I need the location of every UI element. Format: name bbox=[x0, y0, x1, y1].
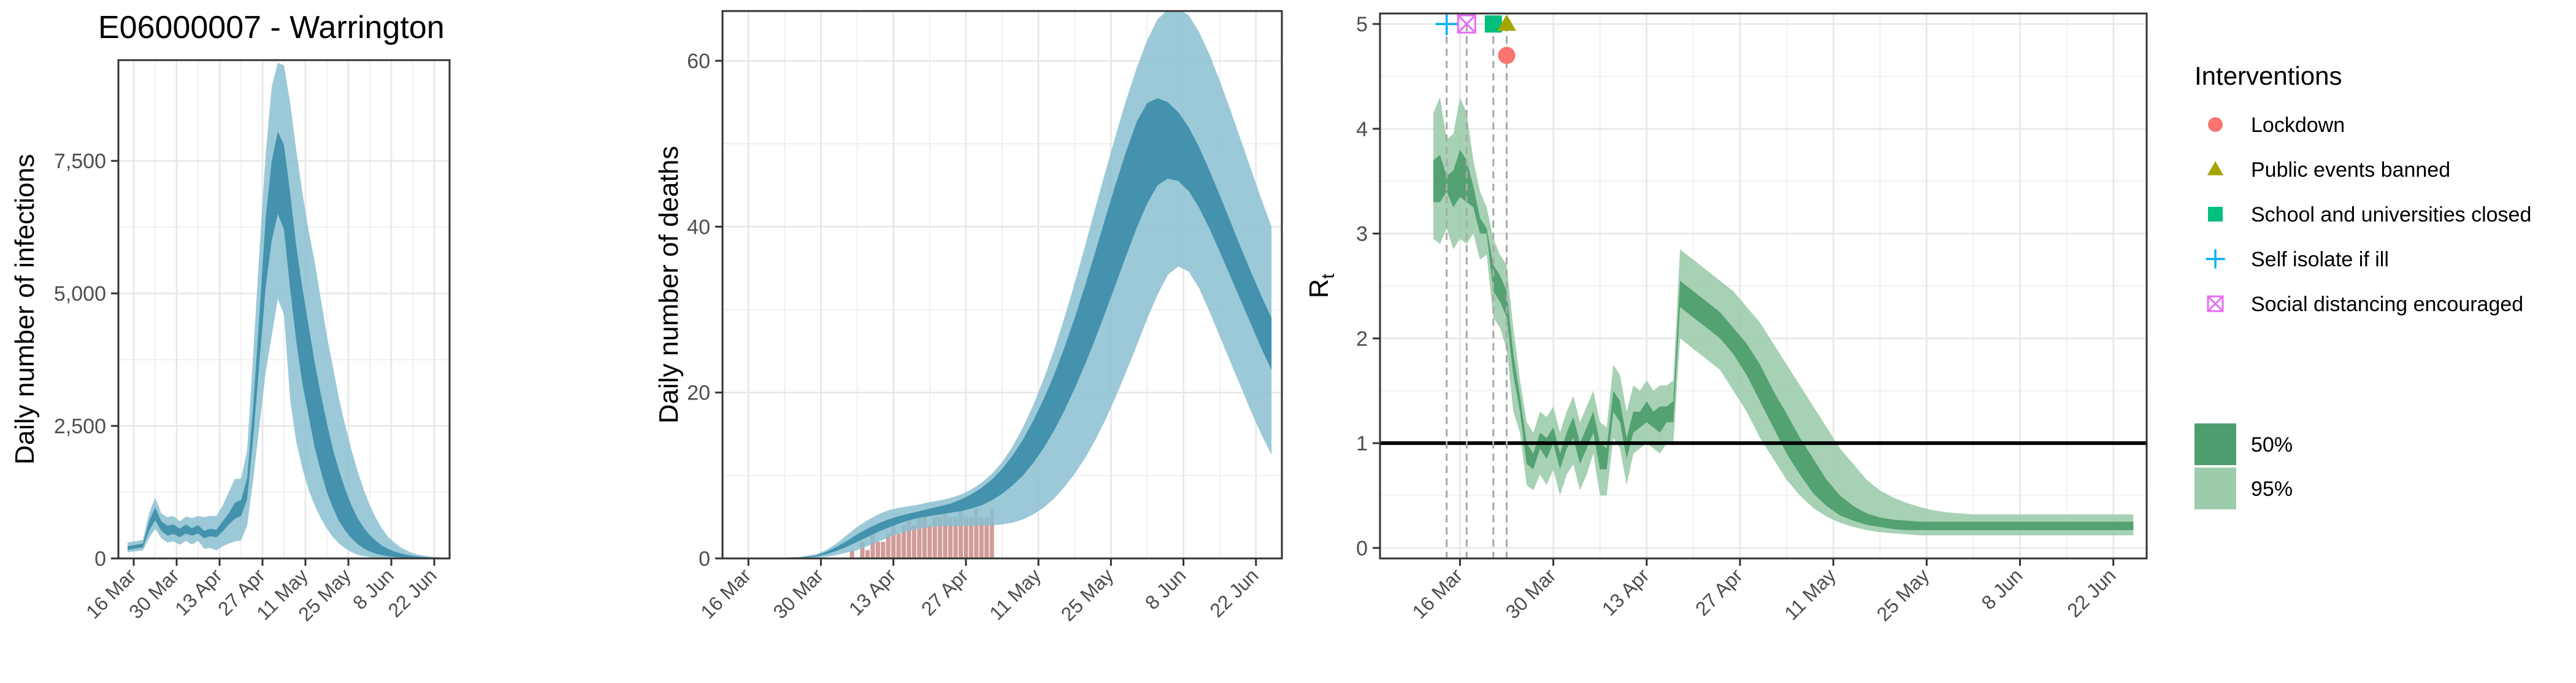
x-tick-label: 16 Mar bbox=[1408, 564, 1467, 623]
y-tick-label: 20 bbox=[687, 382, 710, 405]
legend-label: Self isolate if ill bbox=[2251, 248, 2389, 271]
legend-label: School and universities closed bbox=[2251, 203, 2531, 226]
y-tick-label: 7,500 bbox=[54, 150, 106, 173]
legend-marker bbox=[2208, 117, 2223, 132]
panel-border bbox=[1379, 12, 2148, 560]
y-tick-label: 0 bbox=[699, 547, 710, 571]
legend-marker bbox=[2206, 249, 2225, 269]
legend-band-label: 95% bbox=[2251, 477, 2293, 501]
x-tick-label: 13 Apr bbox=[1598, 564, 1654, 620]
observed-death-bar bbox=[849, 550, 854, 558]
observed-death-bar bbox=[886, 533, 891, 558]
y-tick-label: 0 bbox=[94, 547, 106, 571]
legend: Interventions Lockdown Public events banne… bbox=[2195, 61, 2531, 509]
x-tick-label: 13 Apr bbox=[171, 564, 226, 620]
observed-death-bar bbox=[911, 525, 917, 558]
observed-death-bar bbox=[922, 517, 927, 558]
observed-death-bar bbox=[891, 525, 896, 558]
y-tick-label: 0 bbox=[1356, 537, 1368, 560]
deaths-panel: 16 Mar 30 Mar 13 Apr 27 Apr 11 May 25 May 8 Ju… bbox=[654, 10, 1283, 625]
plot-layer bbox=[1380, 97, 2147, 536]
legend-title: Interventions bbox=[2195, 61, 2342, 90]
x-tick-label: 27 Apr bbox=[917, 564, 973, 620]
observed-death-bar bbox=[948, 517, 953, 558]
legend-band-label: 50% bbox=[2251, 433, 2293, 457]
observed-death-bar bbox=[907, 517, 911, 558]
observed-death-bar bbox=[927, 525, 932, 558]
plot-layer bbox=[128, 63, 443, 558]
x-tick-label: 11 May bbox=[985, 564, 1045, 624]
y-tick-label: 1 bbox=[1356, 432, 1368, 455]
observed-death-bar bbox=[989, 508, 994, 558]
panel-border bbox=[117, 59, 451, 560]
legend-marker bbox=[2207, 161, 2224, 176]
y-tick-label: 5,000 bbox=[54, 282, 106, 306]
y-tick-label: 5 bbox=[1356, 13, 1368, 36]
legend-label: Public events banned bbox=[2251, 158, 2450, 182]
y-tick-label: 2,500 bbox=[54, 415, 106, 438]
y-tick-label: 4 bbox=[1356, 118, 1368, 141]
observed-death-bar bbox=[979, 517, 984, 558]
observed-death-bar bbox=[958, 508, 964, 558]
x-tick-label: 25 May bbox=[1057, 564, 1118, 625]
y-axis-title-subscript: t bbox=[1318, 273, 1338, 279]
observed-death-bar bbox=[901, 525, 907, 558]
legend-marker bbox=[2208, 207, 2223, 222]
band-50 bbox=[1433, 150, 2134, 530]
x-tick-label: 30 Mar bbox=[1501, 564, 1560, 623]
x-tick-label: 13 Apr bbox=[845, 564, 900, 620]
intervention-marker bbox=[1457, 14, 1476, 34]
x-tick-label: 22 Jun bbox=[1205, 564, 1262, 621]
legend-marker bbox=[2207, 295, 2224, 312]
legend-band-swatch bbox=[2195, 423, 2236, 465]
observed-death-bar bbox=[974, 508, 979, 558]
x-tick-label: 27 Apr bbox=[1691, 564, 1747, 620]
observed-death-bar bbox=[875, 541, 880, 558]
observed-death-bar bbox=[938, 517, 943, 558]
observed-death-bar bbox=[964, 517, 968, 558]
legend-label: Social distancing encouraged bbox=[2251, 293, 2523, 316]
intervention-marker bbox=[1435, 12, 1458, 36]
x-tick-label: 25 May bbox=[1873, 564, 1934, 625]
band-95 bbox=[1433, 97, 2134, 536]
legend-label: Lockdown bbox=[2251, 114, 2345, 137]
observed-death-bar bbox=[943, 508, 948, 558]
plot-layer bbox=[774, 11, 1272, 558]
chart-title: E06000007 - Warrington bbox=[98, 10, 445, 45]
observed-death-bar bbox=[860, 541, 865, 558]
x-tick-label: 8 Jun bbox=[1141, 564, 1190, 614]
y-tick-label: 2 bbox=[1356, 327, 1368, 350]
observed-death-bar bbox=[865, 550, 870, 558]
y-axis-title: Daily number of deaths bbox=[654, 146, 684, 423]
panel-border bbox=[721, 10, 1283, 560]
band-50 bbox=[128, 131, 443, 558]
rt-panel: 16 Mar 30 Mar 13 Apr 27 Apr 11 May 25 May 8 Ju… bbox=[1304, 12, 2148, 625]
observed-death-bar bbox=[932, 517, 937, 558]
intervention-marker bbox=[1497, 14, 1516, 31]
x-tick-label: 22 Jun bbox=[2063, 564, 2120, 621]
observed-death-bar bbox=[917, 517, 922, 558]
observed-death-bar bbox=[984, 517, 989, 558]
legend-band-swatch bbox=[2195, 468, 2236, 509]
x-tick-label: 30 Mar bbox=[769, 564, 828, 623]
band-50 bbox=[774, 98, 1272, 558]
y-axis-title: Rt bbox=[1304, 273, 1338, 298]
x-tick-label: 22 Jun bbox=[384, 564, 441, 621]
observed-death-bar bbox=[870, 533, 875, 558]
band-95 bbox=[128, 63, 443, 558]
x-tick-label: 16 Mar bbox=[696, 564, 755, 623]
x-tick-label: 8 Jun bbox=[1977, 564, 2027, 614]
y-tick-label: 60 bbox=[687, 50, 710, 73]
y-tick-label: 3 bbox=[1356, 223, 1368, 246]
observed-death-bar bbox=[896, 533, 901, 558]
x-tick-label: 11 May bbox=[1780, 564, 1840, 624]
observed-death-bar bbox=[953, 517, 958, 558]
observed-death-bar bbox=[968, 517, 973, 558]
y-tick-label: 40 bbox=[687, 215, 710, 239]
intervention-marker bbox=[1498, 47, 1516, 64]
observed-death-bar bbox=[881, 541, 886, 558]
y-axis-title: Daily number of infections bbox=[10, 154, 40, 465]
